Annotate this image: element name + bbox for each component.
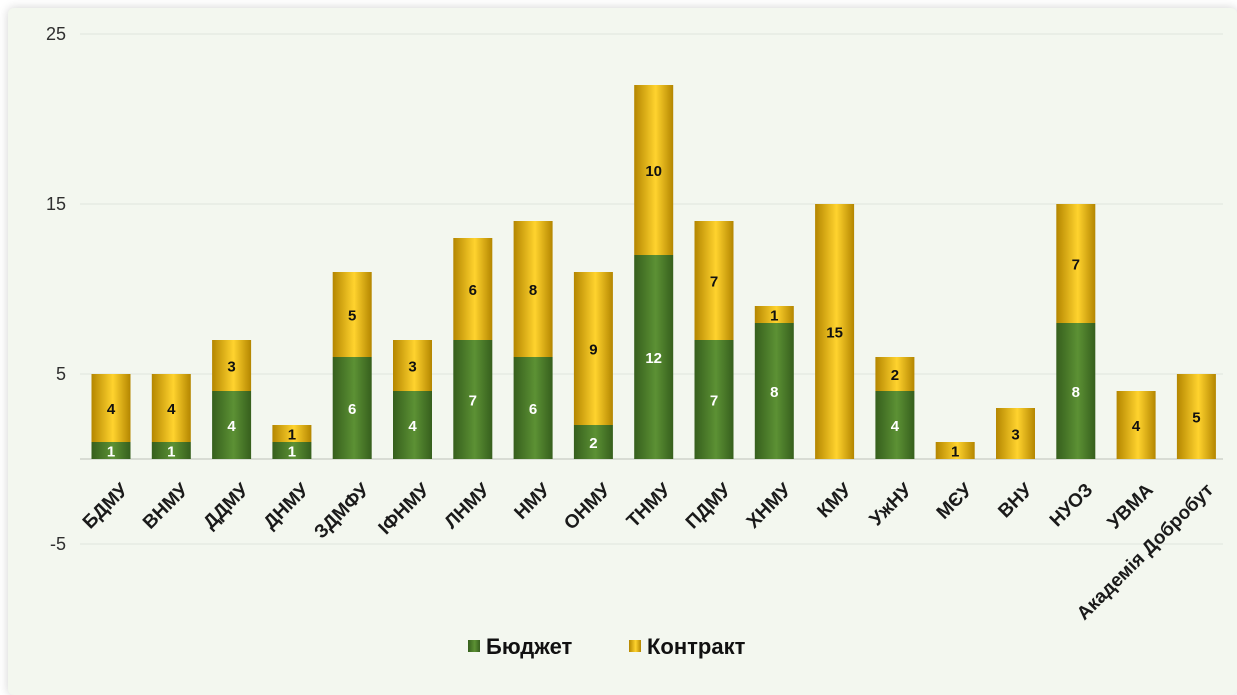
contract-value-label: 4 bbox=[1132, 418, 1141, 435]
budget-bar-segment bbox=[212, 391, 252, 459]
y-axis-ticks: -5 5 15 25 bbox=[46, 24, 66, 554]
x-category-label: ПДМУ bbox=[682, 480, 736, 534]
contract-bar-segment bbox=[634, 85, 674, 255]
x-category-label: ІФНМУ bbox=[375, 480, 434, 539]
budget-bar-segment bbox=[1056, 323, 1096, 459]
contract-bar-segment bbox=[393, 340, 432, 391]
x-category-label: ОНМУ bbox=[560, 480, 615, 535]
x-category-label: КМУ bbox=[814, 480, 857, 523]
x-category-label: ЗДМФУ bbox=[310, 480, 373, 543]
budget-legend-swatch bbox=[468, 640, 480, 652]
contract-value-label: 5 bbox=[1192, 410, 1200, 427]
budget-bar-segment bbox=[91, 442, 131, 459]
budget-legend-label: Бюджет bbox=[486, 634, 573, 659]
budget-value-label: 6 bbox=[348, 401, 356, 418]
contract-bar-segment bbox=[91, 374, 131, 442]
contract-bar-segment bbox=[935, 442, 975, 459]
x-category-label: МЄУ bbox=[933, 480, 977, 524]
budget-value-label: 8 bbox=[770, 384, 778, 401]
contract-value-label: 1 bbox=[951, 444, 959, 461]
budget-value-label: 2 bbox=[589, 435, 597, 452]
contract-bar-segment bbox=[573, 272, 613, 425]
contract-bar-segment bbox=[1176, 374, 1216, 459]
budget-bar-segment bbox=[272, 442, 312, 459]
budget-value-label: 8 bbox=[1072, 384, 1080, 401]
contract-value-label: 3 bbox=[227, 359, 235, 376]
contract-value-label: 9 bbox=[589, 342, 597, 359]
contract-bar-segment bbox=[332, 272, 372, 357]
contract-bar-segment bbox=[1056, 204, 1096, 323]
contract-bar-segment bbox=[815, 204, 855, 459]
budget-value-label: 1 bbox=[107, 444, 115, 461]
contract-value-label: 15 bbox=[826, 325, 843, 342]
contract-bar-segment bbox=[694, 221, 734, 340]
contract-value-label: 4 bbox=[107, 401, 116, 418]
contract-value-label: 1 bbox=[288, 427, 296, 444]
x-category-label: ДДМУ bbox=[200, 480, 254, 534]
budget-value-label: 4 bbox=[227, 418, 236, 435]
y-tick-label: -5 bbox=[50, 534, 66, 554]
budget-bar-segment bbox=[393, 391, 432, 459]
budget-bar-segment bbox=[573, 425, 613, 459]
contract-bar-segment bbox=[996, 408, 1035, 459]
budget-bar-segment bbox=[634, 255, 674, 459]
contract-bar-segment bbox=[754, 306, 794, 323]
x-category-label: ВНМУ bbox=[139, 480, 193, 534]
contract-legend-swatch bbox=[629, 640, 641, 652]
contract-bar-segment bbox=[212, 340, 252, 391]
contract-bar-segment bbox=[513, 221, 553, 357]
contract-value-label: 7 bbox=[710, 274, 718, 291]
contract-value-label: 1 bbox=[770, 308, 778, 325]
bars bbox=[91, 85, 1216, 459]
contract-bar-segment bbox=[151, 374, 191, 442]
budget-value-label: 7 bbox=[710, 393, 718, 410]
contract-bar-segment bbox=[875, 357, 915, 391]
x-category-label: НМУ bbox=[511, 480, 555, 524]
chart-panel: -5 5 15 25 1 4 1 4 4 3 1 1 6 5 4 3 7 6 6 8 2 9 12 10 7 7 8 1 15 4 2 1 3… bbox=[8, 8, 1237, 695]
budget-bar-segment bbox=[151, 442, 191, 459]
x-category-label: БДМУ bbox=[79, 480, 133, 534]
budget-value-label: 6 bbox=[529, 401, 537, 418]
contract-bar-segment bbox=[1116, 391, 1156, 459]
budget-value-label: 1 bbox=[288, 444, 296, 461]
contract-value-label: 2 bbox=[891, 367, 899, 384]
x-category-label: ВНУ bbox=[994, 480, 1037, 523]
y-tick-label: 5 bbox=[56, 364, 66, 384]
budget-bar-segment bbox=[332, 357, 372, 459]
budget-value-label: 7 bbox=[469, 393, 477, 410]
budget-value-label: 1 bbox=[167, 444, 175, 461]
contract-value-label: 3 bbox=[408, 359, 416, 376]
budget-bar-segment bbox=[754, 323, 794, 459]
budget-value-label: 4 bbox=[891, 418, 900, 435]
contract-value-label: 6 bbox=[469, 282, 477, 299]
contract-value-label: 8 bbox=[529, 282, 537, 299]
contract-value-label: 4 bbox=[167, 401, 176, 418]
x-category-label: ДНМУ bbox=[260, 480, 314, 534]
legend: Бюджет Контракт bbox=[468, 634, 746, 659]
contract-value-label: 10 bbox=[645, 163, 662, 180]
budget-value-label: 4 bbox=[408, 418, 417, 435]
contract-value-label: 5 bbox=[348, 308, 356, 325]
budget-bar-segment bbox=[453, 340, 493, 459]
x-category-label: ХНМУ bbox=[743, 480, 796, 533]
x-category-label: НУОЗ bbox=[1046, 480, 1098, 532]
contract-bar-segment bbox=[453, 238, 493, 340]
x-category-label: ТНМУ bbox=[623, 480, 675, 532]
x-category-label: УВМА bbox=[1104, 479, 1158, 533]
budget-bar-segment bbox=[694, 340, 734, 459]
y-tick-label: 15 bbox=[46, 194, 66, 214]
budget-value-label: 12 bbox=[645, 350, 662, 367]
budget-bar-segment bbox=[513, 357, 553, 459]
y-tick-label: 25 bbox=[46, 24, 66, 44]
budget-bar-segment bbox=[875, 391, 915, 459]
contract-legend-label: Контракт bbox=[647, 634, 746, 659]
contract-value-label: 3 bbox=[1011, 427, 1019, 444]
contract-bar-segment bbox=[272, 425, 312, 442]
contract-value-label: 7 bbox=[1072, 257, 1080, 274]
x-category-label: ЛНМУ bbox=[441, 480, 495, 534]
x-category-label: УжНУ bbox=[866, 480, 917, 531]
